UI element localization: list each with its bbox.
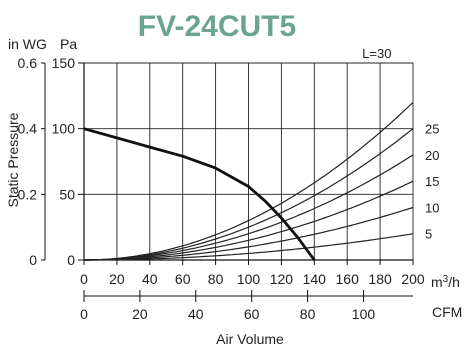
system-curve-labels: L=30 25 20 15 10 5 — [362, 46, 439, 242]
y-tick-label-pa: 150 — [52, 55, 76, 71]
x-unit-m3h: m3/h — [431, 274, 460, 290]
system-curve — [84, 206, 414, 261]
y-tick-label-pa: 0 — [67, 252, 75, 268]
cfm-tick-label: 60 — [244, 306, 260, 322]
x-tick-label: 40 — [142, 271, 158, 287]
system-curve-label: 25 — [425, 122, 439, 137]
system-curve — [84, 101, 414, 261]
cfm-tick-label: 0 — [80, 306, 88, 322]
y-tick-label-inwg: 0 — [29, 252, 37, 268]
x-tick-label: 140 — [303, 271, 327, 287]
y-unit-pa: Pa — [60, 36, 77, 52]
cfm-tick-label: 80 — [300, 306, 316, 322]
fan-curve — [83, 127, 316, 261]
system-curve-label: 10 — [425, 200, 439, 215]
cfm-tick-label: 20 — [132, 306, 148, 322]
system-curve-label: 20 — [425, 148, 439, 163]
x-tick-label: 80 — [208, 271, 224, 287]
cfm-axis-ticks: 0 20 40 60 80 100 — [80, 290, 375, 322]
y-axis-ticks: 0 0 50 0.2 100 0.4 150 0.6 — [18, 55, 84, 268]
x-axis-ticks: 0 20 40 60 80 100 120 140 160 180 200 — [80, 260, 425, 287]
system-curve-label: 15 — [425, 174, 439, 189]
chart-title: FV-24CUT5 — [138, 10, 296, 43]
x-tick-label: 60 — [175, 271, 191, 287]
x-tick-label: 100 — [237, 271, 261, 287]
system-curve — [84, 128, 414, 261]
cfm-tick-label: 40 — [188, 306, 204, 322]
system-curve-label: L=30 — [362, 46, 391, 61]
system-curve — [84, 233, 414, 261]
y-unit-inwg: in WG — [8, 36, 47, 52]
system-curve-label: 5 — [425, 227, 432, 242]
system-resistance-curves — [84, 101, 414, 261]
axes — [44, 63, 413, 297]
y-tick-label-inwg: 0.6 — [18, 55, 38, 71]
y-tick-label-pa: 50 — [59, 186, 75, 202]
system-curve — [84, 154, 414, 261]
x-tick-label: 180 — [368, 271, 392, 287]
x-tick-label: 200 — [401, 271, 425, 287]
y-tick-label-pa: 100 — [52, 121, 76, 137]
system-curve — [84, 180, 414, 261]
x-tick-label: 0 — [80, 271, 88, 287]
x-tick-label: 160 — [336, 271, 360, 287]
grid — [83, 62, 414, 261]
x-unit-cfm: CFM — [432, 304, 462, 320]
y-tick-label-inwg: 0.2 — [18, 186, 38, 202]
y-tick-label-inwg: 0.4 — [18, 121, 38, 137]
x-tick-label: 20 — [109, 271, 125, 287]
y-axis-label: Static Pressure — [5, 112, 21, 207]
x-axis-label: Air Volume — [216, 331, 284, 347]
fan-curve-group — [83, 127, 316, 261]
cfm-tick-label: 100 — [352, 306, 376, 322]
x-tick-label: 120 — [270, 271, 294, 287]
